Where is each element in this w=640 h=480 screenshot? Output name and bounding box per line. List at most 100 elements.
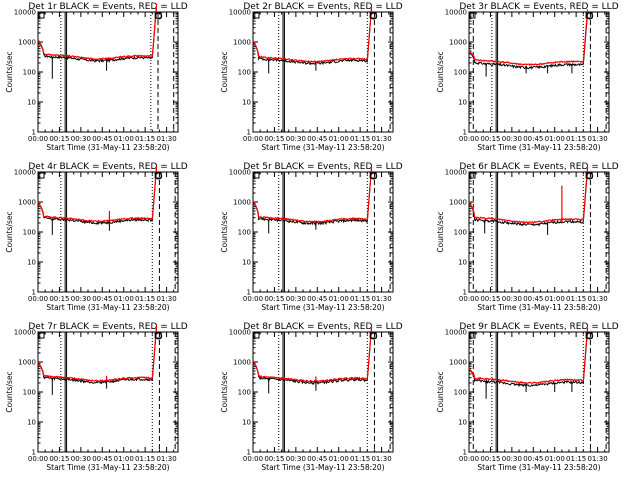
x-tick-label: 00:00 [243, 135, 263, 143]
x-tick-label: 00:30 [502, 295, 522, 303]
x-tick-label: 01:15 [135, 135, 155, 143]
corner-marker-circle [586, 12, 594, 20]
x-tick-label: 00:45 [92, 295, 112, 303]
x-axis-label: Start Time (31-May-11 23:58:20) [261, 463, 384, 472]
x-tick-label: 00:45 [92, 455, 112, 463]
x-tick-label: 00:00 [459, 455, 479, 463]
y-tick-label: 1 [32, 289, 36, 297]
panel-title: Det 7r BLACK = Events, RED = LLD [28, 322, 187, 332]
y-tick-label: 1 [247, 129, 251, 137]
x-tick-label: 01:15 [350, 455, 370, 463]
panel-title: Det 9r BLACK = Events, RED = LLD [459, 322, 618, 332]
chart-panel-1: Det 1r BLACK = Events, RED = LLD 1 10 100 10… [5, 2, 188, 152]
y-tick-label: 100 [238, 389, 251, 397]
x-tick-label: 01:00 [114, 135, 134, 143]
chart-panel-9: Det 9r BLACK = Events, RED = LLD 1 10 100 10… [436, 322, 619, 472]
x-axis-label: Start Time (31-May-11 23:58:20) [261, 303, 384, 312]
x-tick-label: 00:30 [286, 295, 306, 303]
x-tick-label: 00:15 [49, 295, 69, 303]
x-axis-label: Start Time (31-May-11 23:58:20) [477, 303, 600, 312]
series-lld-line [37, 325, 158, 383]
y-tick-label: 1000 [18, 199, 36, 207]
x-tick-label: 00:30 [502, 135, 522, 143]
x-tick-label: 00:45 [92, 135, 112, 143]
series-events-line [37, 167, 158, 235]
x-tick-label: 00:15 [49, 135, 69, 143]
plot-frame [468, 11, 610, 133]
y-axis-label: Counts/sec [220, 211, 229, 252]
x-axis-label: Start Time (31-May-11 23:58:20) [261, 143, 384, 152]
y-tick-label: 10000 [445, 329, 467, 337]
y-tick-label: 1000 [233, 199, 251, 207]
series-events-line [468, 12, 589, 77]
corner-marker-box [38, 172, 45, 179]
y-axis-label: Counts/sec [436, 371, 445, 412]
x-tick-label: 01:30 [371, 455, 391, 463]
x-tick-label: 00:30 [286, 135, 306, 143]
corner-marker-circle [586, 332, 594, 340]
x-tick-label: 00:00 [243, 295, 263, 303]
x-tick-label: 01:15 [566, 295, 586, 303]
x-tick-label: 00:00 [28, 295, 48, 303]
panel-title: Det 8r BLACK = Events, RED = LLD [243, 322, 402, 332]
x-tick-label: 00:45 [523, 455, 543, 463]
x-tick-label: 01:00 [114, 455, 134, 463]
x-tick-label: 00:45 [307, 455, 327, 463]
x-tick-label: 00:30 [71, 295, 91, 303]
corner-marker-box [38, 332, 45, 339]
x-tick-label: 00:45 [307, 135, 327, 143]
y-tick-label: 100 [238, 69, 251, 77]
x-tick-label: 00:00 [243, 455, 263, 463]
y-axis-label: Counts/sec [436, 211, 445, 252]
y-tick-label: 10 [242, 259, 251, 267]
corner-marker-circle [155, 332, 163, 340]
x-tick-label: 01:00 [329, 455, 349, 463]
y-tick-label: 1 [463, 289, 467, 297]
y-tick-label: 10 [27, 99, 36, 107]
x-axis-label: Start Time (31-May-11 23:58:20) [46, 143, 169, 152]
chart-panel-7: Det 7r BLACK = Events, RED = LLD 1 10 100 10… [5, 322, 188, 472]
x-tick-label: 00:15 [264, 455, 284, 463]
x-tick-label: 01:15 [135, 455, 155, 463]
series-lld-line [468, 327, 589, 384]
x-tick-label: 00:15 [480, 455, 500, 463]
plot-frame [468, 331, 610, 453]
x-tick-label: 00:15 [480, 135, 500, 143]
y-tick-label: 1000 [18, 359, 36, 367]
y-tick-label: 10000 [229, 169, 251, 177]
y-tick-label: 100 [454, 389, 467, 397]
plot-frame [252, 331, 394, 453]
y-axis-label: Counts/sec [220, 371, 229, 412]
corner-marker-box [469, 12, 476, 19]
x-tick-label: 01:15 [135, 295, 155, 303]
y-tick-label: 1000 [449, 199, 467, 207]
panel-title: Det 2r BLACK = Events, RED = LLD [243, 2, 402, 12]
y-tick-label: 1 [463, 129, 467, 137]
plot-frame [468, 171, 610, 293]
x-tick-label: 00:45 [307, 295, 327, 303]
y-axis-label: Counts/sec [5, 371, 14, 412]
x-tick-label: 00:00 [459, 135, 479, 143]
corner-marker-box [253, 332, 260, 339]
chart-panel-5: Det 5r BLACK = Events, RED = LLD 1 10 100 10… [220, 162, 403, 312]
corner-marker-circle [155, 172, 163, 180]
y-tick-label: 10000 [229, 329, 251, 337]
corner-marker-box [253, 12, 260, 19]
series-lld-line [37, 166, 158, 223]
x-tick-label: 01:00 [545, 295, 565, 303]
y-tick-label: 10000 [14, 329, 36, 337]
y-axis-label: Counts/sec [220, 51, 229, 92]
y-tick-label: 100 [23, 389, 36, 397]
series-lld-line [252, 326, 373, 383]
x-tick-label: 00:15 [264, 295, 284, 303]
corner-marker-circle [370, 12, 378, 20]
y-tick-label: 10 [458, 259, 467, 267]
y-axis-label: Counts/sec [5, 51, 14, 92]
y-tick-label: 100 [238, 229, 251, 237]
panel-title: Det 3r BLACK = Events, RED = LLD [459, 2, 618, 12]
y-tick-label: 100 [23, 229, 36, 237]
x-tick-label: 01:30 [371, 135, 391, 143]
series-events-line [468, 330, 589, 399]
y-tick-label: 10000 [14, 169, 36, 177]
y-tick-label: 10 [458, 419, 467, 427]
